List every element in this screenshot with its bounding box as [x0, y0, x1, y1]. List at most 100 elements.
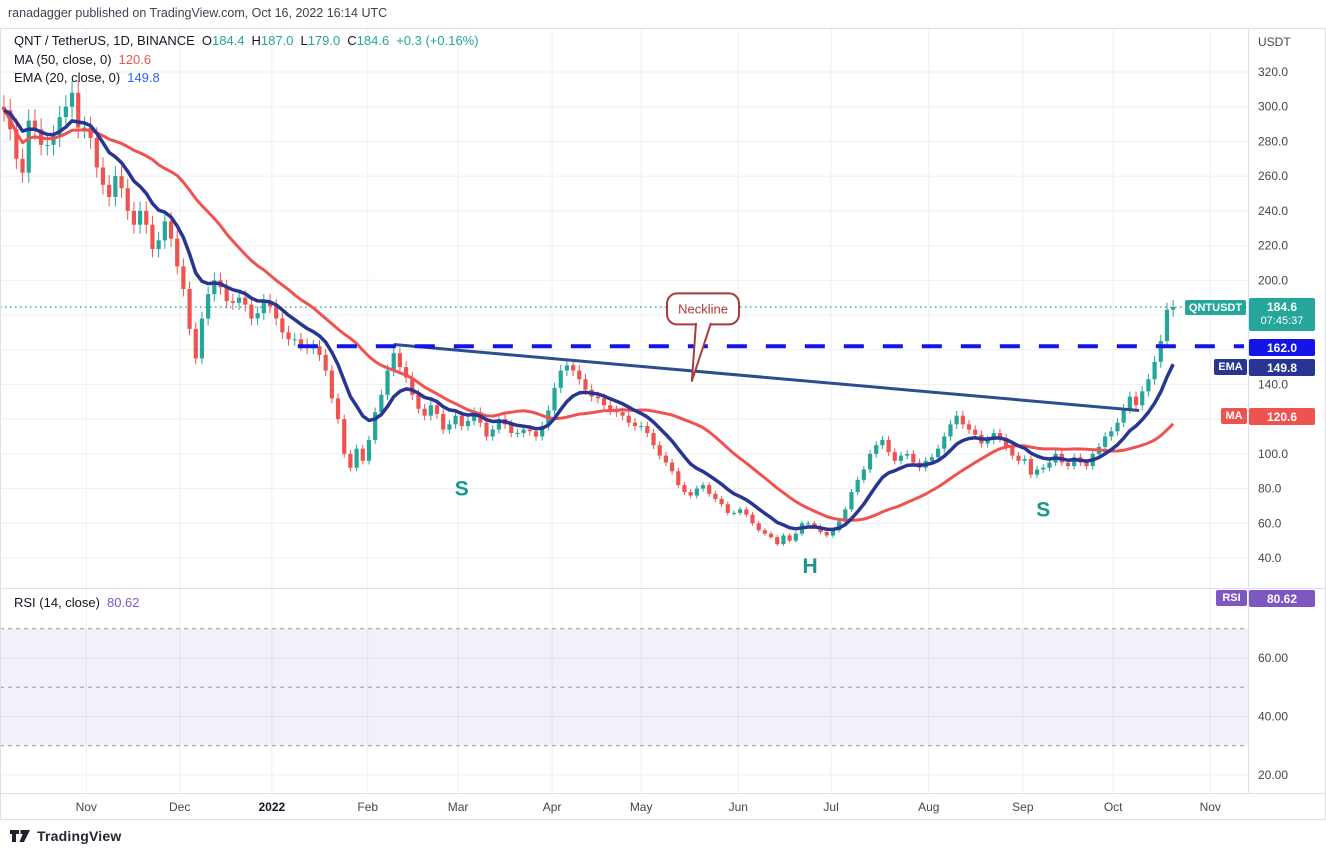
candle-body [69, 92, 75, 107]
candle-body [465, 420, 471, 427]
last-price-badge: 184.6 07:45:37 [1249, 298, 1315, 331]
candle-body [150, 224, 155, 250]
candle-body [1041, 467, 1046, 470]
neckline-trendline [393, 343, 1140, 412]
candle-body [886, 439, 891, 453]
candle-body [787, 535, 792, 541]
candle-body [911, 453, 916, 463]
candle-body [1115, 422, 1120, 432]
candle-body [929, 457, 934, 461]
rsi-pane [0, 628, 1248, 747]
candle-body [391, 353, 396, 371]
candle-body [199, 318, 205, 359]
candle-body [719, 498, 724, 505]
month-label: Sep [1012, 800, 1034, 814]
price-tick-label: 80.0 [1258, 482, 1282, 496]
last-price-value: 184.6 [1266, 300, 1298, 315]
ma-value: 120.6 [118, 52, 152, 67]
grid [0, 28, 1248, 793]
candle-body [533, 431, 539, 437]
annotations: S H S Neckline [455, 292, 1050, 578]
candle-body [1133, 396, 1139, 406]
ohlc-open: O184.4 [201, 33, 245, 48]
month-label: Mar [448, 800, 469, 814]
candle-body [484, 422, 489, 437]
candle-body [682, 485, 687, 493]
candle-body [626, 415, 631, 423]
candle-body [63, 106, 68, 118]
candle-body [422, 408, 427, 416]
candle-body [156, 240, 161, 250]
candle-body [385, 370, 390, 395]
candle-body [657, 445, 662, 456]
publisher-line: ranadagger published on TradingView.com,… [8, 6, 388, 20]
candle-body [416, 394, 421, 409]
candle-body [713, 493, 718, 499]
month-label: Nov [76, 800, 97, 814]
resistance-price-badge: 162.0 [1249, 339, 1315, 356]
ohlc-low: L179.0 [300, 33, 341, 48]
candle-body [298, 339, 304, 345]
price-tick-label: 320.0 [1258, 65, 1288, 79]
price-tick-label: 240.0 [1258, 204, 1288, 218]
candle-body [731, 512, 737, 514]
candle-body [935, 448, 941, 458]
candle-body [1158, 341, 1163, 362]
candle-body [880, 439, 885, 446]
candle-body [806, 523, 811, 525]
candle-body [348, 453, 353, 468]
price-tick-label: 200.0 [1258, 273, 1288, 287]
candle-body [447, 424, 452, 430]
candle-body [428, 405, 433, 416]
candle-body [1034, 469, 1040, 475]
ema20-line [3, 108, 1175, 532]
candle-body [1016, 455, 1021, 461]
candle-body [601, 398, 607, 406]
symbol-title: QNT / TetherUS, 1D, BINANCE [14, 33, 195, 48]
footer: TradingView [10, 828, 121, 844]
candle-body [960, 415, 965, 425]
price-tick-label: 300.0 [1258, 100, 1288, 114]
ma-price-badge: 120.6 [1249, 408, 1315, 425]
candle-body [373, 412, 378, 440]
candle-body [608, 405, 613, 411]
candle-body [651, 433, 656, 446]
candle-body [403, 367, 409, 378]
rsi-pill-badge: RSI [1216, 590, 1247, 606]
neckline-callout[interactable]: Neckline [666, 292, 741, 382]
candle-body [1152, 361, 1157, 380]
ohlc-close: C184.6 [347, 33, 390, 48]
candle-body [1065, 462, 1071, 467]
candle-body [892, 452, 897, 461]
candle-body [162, 221, 167, 241]
candle-body [187, 288, 192, 329]
candle-body [824, 531, 829, 536]
candle-body [1022, 459, 1027, 461]
candle-body [1140, 391, 1145, 406]
candle-body [45, 144, 50, 146]
candle-body [274, 306, 279, 319]
candle-body [131, 210, 137, 225]
candle-body [1171, 307, 1176, 310]
candle-body [966, 424, 972, 430]
candle-body [669, 462, 675, 472]
candle-body [867, 453, 873, 470]
candle-body [905, 453, 910, 456]
candle-body [397, 353, 403, 368]
month-label: 2022 [259, 800, 286, 814]
candle-body [261, 301, 266, 314]
ma-label: MA (50, close, 0) [14, 52, 112, 67]
candle-body [434, 405, 440, 414]
chart-plot-area[interactable] [0, 28, 1248, 793]
candle-body [32, 120, 38, 130]
candle-body [540, 426, 545, 437]
candle-body [119, 176, 124, 189]
candle-body [1103, 436, 1108, 447]
candle-body [224, 287, 229, 302]
rsi-tick-label: 60.00 [1258, 651, 1288, 665]
candle-body [14, 129, 19, 159]
ohlc-high: H187.0 [251, 33, 294, 48]
time-axis[interactable] [0, 793, 1326, 820]
ema-value: 149.8 [127, 70, 160, 85]
